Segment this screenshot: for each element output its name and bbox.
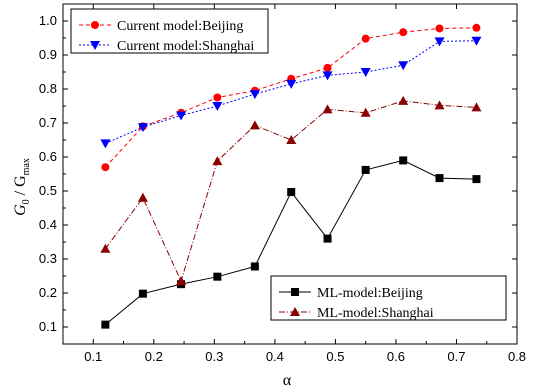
series-layer	[100, 23, 482, 329]
point-marker	[286, 135, 297, 144]
point-marker	[212, 102, 223, 111]
point-marker	[287, 188, 296, 197]
point-marker	[323, 63, 332, 72]
point-marker	[434, 37, 445, 47]
point-marker	[249, 90, 260, 100]
point-marker	[100, 243, 111, 253]
x-tick-label: 0.5	[326, 349, 344, 364]
point-marker	[137, 192, 148, 202]
point-marker	[91, 21, 99, 29]
point-marker	[176, 111, 187, 121]
series-ml-model-shanghai	[100, 95, 482, 286]
point-marker	[398, 95, 409, 105]
series-ml-model-beijing	[101, 156, 481, 329]
y-tick-label: 0.6	[39, 149, 57, 164]
point-marker	[471, 102, 482, 112]
point-marker	[101, 320, 110, 329]
x-tick-label: 0.3	[205, 349, 223, 364]
point-marker	[399, 28, 408, 37]
point-marker	[176, 276, 187, 286]
y-tick-label: 0.1	[39, 319, 57, 334]
point-marker	[250, 262, 259, 271]
point-marker	[90, 41, 100, 50]
point-marker	[213, 272, 222, 281]
y-tick-label: 0.2	[39, 285, 57, 300]
x-tick-label: 0.6	[387, 349, 405, 364]
y-axis-title-sub0: 0	[21, 199, 32, 204]
point-marker	[471, 36, 482, 46]
x-tick-label: 0.2	[145, 349, 163, 364]
point-marker	[322, 71, 333, 81]
point-marker	[472, 175, 481, 184]
y-tick-label: 0.3	[39, 251, 57, 266]
point-marker	[286, 79, 297, 89]
y-axis: 0.1 0.2 0.3 0.4 0.5 0.6 0.7 0.8 0.9 1.0	[39, 13, 517, 334]
point-marker	[472, 23, 481, 32]
point-marker	[360, 68, 371, 77]
y-tick-label: 0.5	[39, 183, 57, 198]
x-tick-label: 0.4	[266, 349, 284, 364]
point-marker	[435, 24, 444, 33]
legend-label: Current model:Shanghai	[117, 39, 254, 54]
series-line	[105, 40, 477, 144]
point-marker	[323, 234, 332, 243]
y-axis-title-submax: max	[21, 158, 32, 175]
point-marker	[101, 163, 110, 172]
y-axis-title-g0: G	[12, 204, 29, 216]
point-marker	[137, 123, 148, 133]
point-marker	[138, 289, 147, 298]
x-tick-label: 0.7	[447, 349, 465, 364]
y-tick-label: 0.7	[39, 115, 57, 130]
legend-label: ML-model:Beijing	[317, 286, 423, 301]
point-marker	[213, 93, 222, 102]
point-marker	[360, 107, 371, 117]
point-marker	[100, 139, 111, 149]
x-axis-title: α	[283, 372, 292, 389]
point-marker	[290, 307, 300, 316]
x-axis: 0.1 0.2 0.3 0.4 0.5 0.6 0.7 0.8	[84, 4, 526, 364]
y-tick-label: 0.8	[39, 81, 57, 96]
x-tick-label: 0.1	[84, 349, 102, 364]
point-marker	[212, 156, 223, 166]
legend-box	[270, 275, 507, 321]
legend-label: ML-model:Shanghai	[317, 306, 434, 321]
point-marker	[322, 104, 333, 114]
series-current-model-shanghai	[100, 36, 482, 149]
legend-bottom-right: ML-model:Beijing ML-model:Shanghai	[270, 275, 507, 321]
y-tick-label: 0.9	[39, 47, 57, 62]
point-marker	[361, 165, 370, 174]
y-tick-label: 0.4	[39, 217, 57, 232]
point-marker	[435, 174, 444, 183]
y-axis-title: G0 / Gmax	[12, 158, 32, 216]
legend-box	[70, 8, 269, 54]
point-marker	[434, 100, 445, 110]
y-tick-label: 1.0	[39, 13, 57, 28]
point-marker	[398, 61, 409, 71]
point-marker	[249, 120, 260, 130]
legend-label: Current model:Beijing	[117, 19, 243, 34]
point-marker	[291, 288, 299, 296]
point-marker	[399, 156, 408, 165]
point-marker	[361, 34, 370, 43]
x-tick-label: 0.8	[508, 349, 526, 364]
legend-top-left: Current model:Beijing Current model:Shang…	[70, 8, 269, 54]
y-axis-title-slash: / G	[12, 175, 29, 199]
